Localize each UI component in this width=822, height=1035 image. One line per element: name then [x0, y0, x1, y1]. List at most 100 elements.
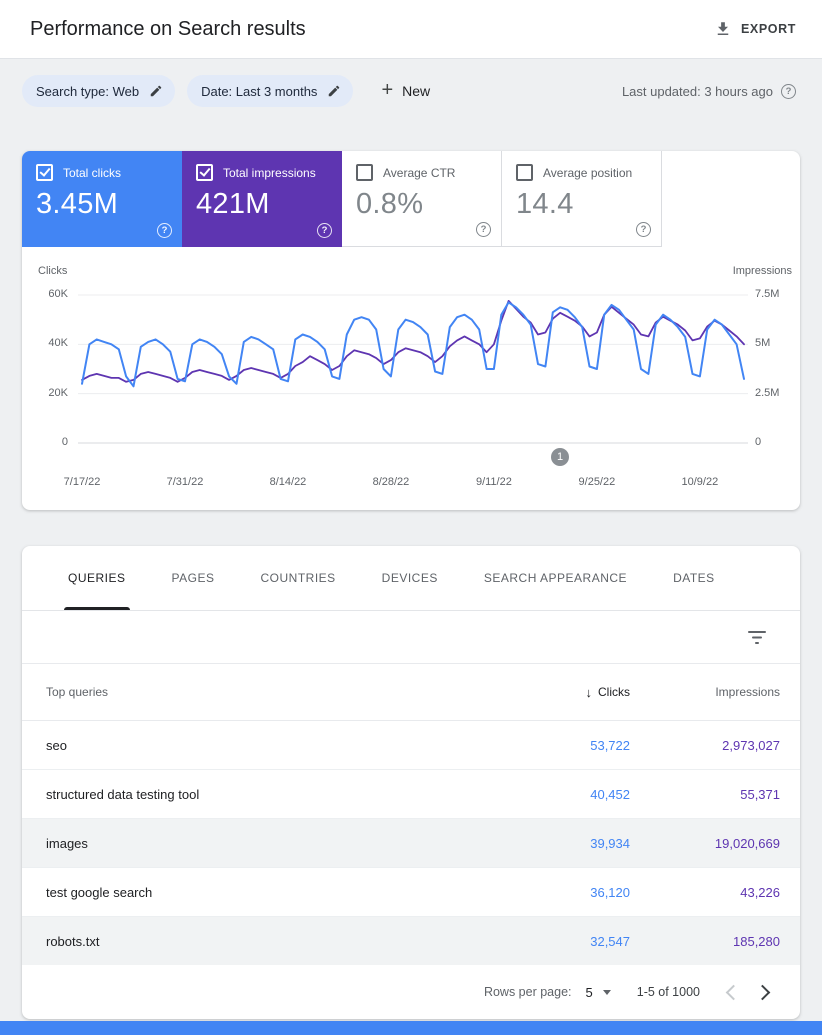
clicks-cell: 36,120: [590, 884, 630, 900]
date-filter-chip[interactable]: Date: Last 3 months: [187, 75, 354, 107]
caret-down-icon: [602, 989, 611, 995]
previous-page-button: [725, 984, 742, 1000]
total-clicks-checkbox[interactable]: [36, 164, 53, 181]
page-header: Performance on Search results EXPORT: [0, 0, 822, 59]
query-cell[interactable]: images: [46, 835, 88, 851]
metric-card-total-impressions[interactable]: Total impressions 421M ?: [182, 151, 342, 247]
tab-pages[interactable]: PAGES: [171, 571, 215, 585]
column-header-top-queries[interactable]: Top queries: [46, 685, 109, 699]
dimensions-table-panel: QUERIES PAGES COUNTRIES DEVICES SEARCH A…: [22, 546, 800, 1019]
average-position-checkbox[interactable]: [516, 164, 533, 181]
filter-bar: Search type: Web Date: Last 3 months + N…: [0, 59, 822, 123]
table-row[interactable]: robots.txt 32,547 185,280: [22, 916, 800, 965]
metric-value: 3.45M: [36, 188, 119, 220]
clicks-cell: 40,452: [590, 786, 630, 802]
date-filter-chip-label: Date: Last 3 months: [201, 83, 318, 99]
help-icon[interactable]: ?: [781, 83, 796, 99]
metric-label: Total clicks: [63, 165, 122, 180]
table-row[interactable]: structured data testing tool 40,452 55,3…: [22, 769, 800, 818]
left-axis-title: Clicks: [38, 265, 68, 277]
rows-per-page-value: 5: [585, 984, 593, 1000]
last-updated: Last updated: 3 hours ago ?: [621, 83, 796, 99]
help-icon[interactable]: ?: [636, 222, 651, 237]
edit-pencil-icon: [327, 84, 341, 98]
next-page-button[interactable]: [754, 984, 771, 1000]
metric-card-average-position[interactable]: Average position 14.4 ?: [502, 151, 662, 247]
metric-card-average-ctr[interactable]: Average CTR 0.8% ?: [342, 151, 502, 247]
table-row[interactable]: images 39,934 19,020,669: [22, 818, 800, 867]
query-cell[interactable]: seo: [46, 737, 67, 753]
search-type-chip-label: Search type: Web: [36, 83, 140, 99]
metric-card-top: Average CTR: [356, 164, 487, 181]
metric-label: Average CTR: [383, 165, 456, 180]
column-header-clicks[interactable]: ↓ Clicks: [480, 684, 631, 700]
dimension-tabs: QUERIES PAGES COUNTRIES DEVICES SEARCH A…: [22, 546, 800, 611]
filter-list-icon[interactable]: [748, 630, 766, 645]
metric-label: Total impressions: [223, 165, 316, 180]
query-cell[interactable]: test google search: [46, 884, 153, 900]
x-axis-tick-label: 8/28/22: [372, 476, 410, 488]
plus-icon: +: [381, 79, 394, 101]
sort-desc-icon: ↓: [585, 684, 593, 700]
rows-per-page-select[interactable]: 5: [586, 985, 611, 1000]
impressions-cell: 185,280: [733, 933, 780, 949]
edit-pencil-icon: [149, 84, 163, 98]
average-ctr-checkbox[interactable]: [356, 164, 373, 181]
query-cell[interactable]: structured data testing tool: [46, 786, 200, 802]
x-axis-tick-label: 7/31/22: [166, 476, 204, 488]
tab-dates[interactable]: DATES: [673, 571, 715, 585]
impressions-cell: 43,226: [740, 884, 780, 900]
export-button[interactable]: EXPORT: [714, 20, 796, 38]
x-axis-tick-label: 9/11/22: [475, 476, 512, 488]
clicks-cell: 39,934: [590, 835, 630, 851]
y-axis-tick: 0: [61, 436, 68, 448]
metric-value: 0.8%: [356, 188, 424, 220]
metric-value: 14.4: [516, 188, 574, 220]
metric-cards: Total clicks 3.45M ? Total impressions 4…: [22, 151, 800, 247]
chart-annotation-marker[interactable]: 1: [551, 448, 570, 466]
y-axis-tick: 20K: [48, 387, 68, 399]
y-axis-tick: 60K: [48, 288, 68, 300]
download-icon: [714, 20, 732, 38]
performance-summary-panel: Total clicks 3.45M ? Total impressions 4…: [22, 151, 800, 510]
impressions-cell: 55,371: [740, 786, 780, 802]
metric-value: 421M: [196, 188, 270, 220]
column-header-impressions[interactable]: Impressions: [715, 685, 780, 699]
bottom-bar: [0, 1021, 822, 1035]
table-row[interactable]: seo 53,722 2,973,027: [22, 721, 800, 769]
x-axis-tick-label: 10/9/22: [681, 476, 719, 488]
total-impressions-checkbox[interactable]: [196, 164, 213, 181]
new-filter-label: New: [402, 83, 431, 99]
help-icon[interactable]: ?: [157, 223, 172, 238]
query-cell[interactable]: robots.txt: [46, 933, 100, 949]
x-axis-tick-label: 8/14/22: [269, 476, 307, 488]
metric-cards-filler: [662, 151, 800, 247]
y-axis-tick: 7.5M: [755, 288, 780, 300]
tab-countries[interactable]: COUNTRIES: [260, 571, 336, 585]
queries-table-body: seo 53,722 2,973,027 structured data tes…: [22, 721, 800, 965]
page-title: Performance on Search results: [30, 17, 306, 40]
metric-label: Average position: [543, 165, 633, 180]
export-label: EXPORT: [741, 22, 796, 36]
clicks-cell: 32,547: [590, 933, 630, 949]
clicks-header-label: Clicks: [598, 685, 630, 699]
new-filter-button[interactable]: + New: [381, 79, 431, 101]
metric-card-top: Total impressions: [196, 164, 328, 181]
performance-chart[interactable]: Clicks Impressions 60K 40K 20K 0 7.5M 5M…: [22, 261, 800, 496]
y-axis-tick: 5M: [755, 337, 771, 349]
help-icon[interactable]: ?: [317, 223, 332, 238]
help-icon[interactable]: ?: [476, 222, 491, 237]
table-row[interactable]: test google search 36,120 43,226: [22, 867, 800, 916]
metric-card-total-clicks[interactable]: Total clicks 3.45M ?: [22, 151, 182, 247]
tab-queries[interactable]: QUERIES: [64, 546, 130, 610]
right-axis-title: Impressions: [732, 265, 792, 277]
y-axis-tick: 0: [755, 436, 762, 448]
metric-card-top: Average position: [516, 164, 647, 181]
last-updated-text: Last updated: 3 hours ago: [621, 83, 773, 99]
y-axis-tick: 2.5M: [755, 387, 780, 399]
tab-devices[interactable]: DEVICES: [381, 571, 438, 585]
x-axis-tick-label: 9/25/22: [578, 476, 616, 488]
search-type-chip[interactable]: Search type: Web: [22, 75, 176, 107]
chart-plot: [78, 294, 748, 444]
tab-search-appearance[interactable]: SEARCH APPEARANCE: [483, 571, 628, 585]
